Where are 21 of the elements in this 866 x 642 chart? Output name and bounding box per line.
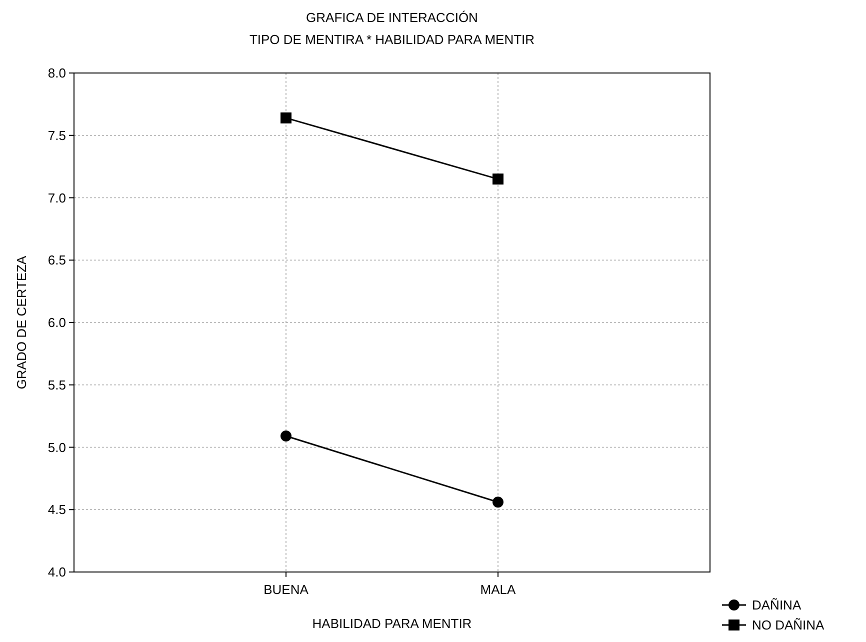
chart-title: GRAFICA DE INTERACCIÓN bbox=[306, 10, 478, 25]
y-tick-label: 4.5 bbox=[48, 502, 66, 518]
y-tick-label: 5.5 bbox=[48, 377, 66, 392]
y-tick-label: 6.5 bbox=[48, 252, 66, 268]
y-tick-label: 4.0 bbox=[48, 564, 66, 580]
legend-label: DAÑINA bbox=[752, 598, 802, 613]
point bbox=[492, 174, 504, 185]
point bbox=[492, 496, 504, 508]
y-tick-label: 8.0 bbox=[48, 66, 66, 81]
y-tick-label: 5.0 bbox=[48, 440, 66, 455]
y-tick-label: 7.0 bbox=[48, 190, 66, 206]
x-tick-label: MALA bbox=[480, 582, 516, 597]
point bbox=[280, 430, 292, 442]
point bbox=[280, 112, 292, 124]
chart-subtitle: TIPO DE MENTIRA * HABILIDAD PARA MENTIR bbox=[249, 32, 535, 47]
x-axis-title: HABILIDAD PARA MENTIR bbox=[312, 616, 472, 631]
legend-label: NO DAÑINA bbox=[752, 618, 825, 633]
y-tick-label: 6.0 bbox=[48, 315, 66, 330]
x-tick-label: BUENA bbox=[264, 582, 309, 597]
y-axis-title: GRADO DE CERTEZA bbox=[14, 255, 29, 390]
y-tick-label: 7.5 bbox=[48, 128, 66, 143]
